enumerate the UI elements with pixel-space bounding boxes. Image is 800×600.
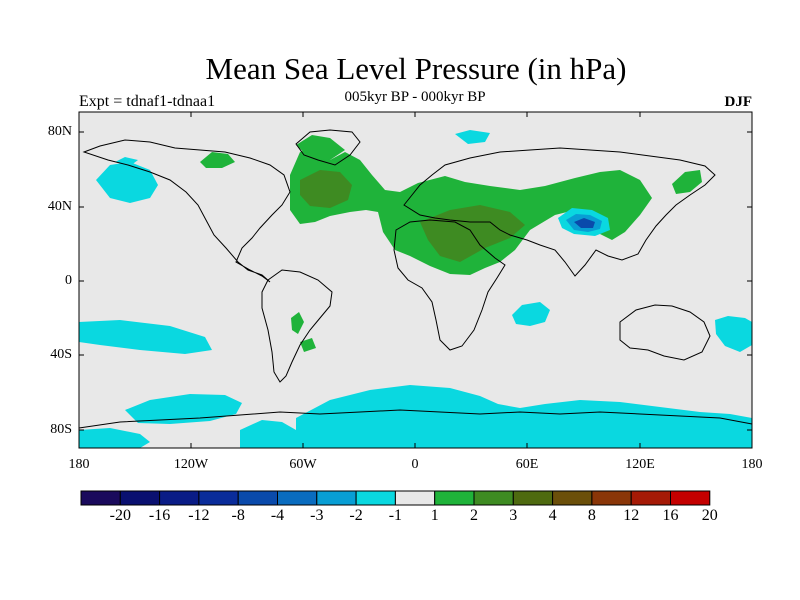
- colorbar-swatch: [80, 490, 121, 506]
- colorbar-swatch: [355, 490, 396, 506]
- colorbar-label: -16: [148, 507, 171, 524]
- negative-region-south-pacific: [79, 320, 212, 354]
- colorbar-swatch: [394, 490, 436, 506]
- colorbar-label: -12: [188, 507, 210, 524]
- colorbar-swatch: [630, 490, 672, 506]
- coastline-australia: [619, 304, 711, 361]
- positive-region-mid-1: [300, 170, 352, 208]
- colorbar-swatch: [434, 490, 475, 506]
- lon-label: 60E: [515, 457, 539, 472]
- negative-region-southern-ocean-2: [240, 420, 296, 448]
- negative-region-north-atlantic: [455, 130, 490, 144]
- coastline-europe-asia: [403, 147, 716, 277]
- lat-label: 0: [65, 273, 72, 288]
- colorbar-swatch: [159, 490, 200, 506]
- negative-region-indian-ocean: [512, 302, 550, 326]
- coastline-antarctica: [78, 409, 753, 429]
- colorbar-swatch: [473, 490, 514, 506]
- lon-label: 120E: [625, 457, 655, 472]
- colorbar-label: 16: [662, 507, 679, 524]
- season-label: DJF: [724, 94, 753, 110]
- coastlines: [78, 129, 753, 429]
- colorbar-swatch: [237, 490, 278, 506]
- experiment-label: Expt = tdnaf1-tdnaa1: [79, 93, 216, 110]
- negative-region-australia-east: [715, 316, 752, 352]
- colorbar-swatch: [277, 490, 318, 506]
- colorbar-label: 8: [587, 507, 596, 524]
- colorbar-label: 1: [430, 507, 439, 524]
- lon-ticks: [190, 112, 641, 448]
- negative-region-antarctica: [296, 385, 752, 448]
- colorbar-label: -2: [349, 507, 363, 524]
- lon-label: 0: [411, 457, 419, 472]
- colorbar-label: -3: [310, 507, 324, 524]
- negative-anomaly-regions: [79, 130, 752, 448]
- colorbar-label: 20: [701, 507, 718, 524]
- lat-label: 40N: [47, 199, 72, 214]
- colorbar-swatch: [512, 490, 554, 506]
- negative-region-north-pacific-small: [115, 157, 138, 166]
- coastline-north-america: [82, 139, 291, 283]
- colorbar-swatch: [198, 490, 239, 506]
- lat-label: 80S: [50, 422, 72, 437]
- lon-label: 180: [741, 457, 763, 472]
- page-title: Mean Sea Level Pressure (in hPa): [205, 51, 627, 86]
- colorbar-label: 3: [509, 507, 518, 524]
- positive-region-greenland: [296, 135, 345, 160]
- coastline-africa: [393, 219, 506, 351]
- positive-region-south-america-2: [300, 338, 316, 352]
- colorbar-label: -20: [109, 507, 131, 524]
- negative-region-southern-ocean-3: [79, 428, 150, 448]
- negative-region-southern-ocean-1: [125, 394, 242, 424]
- lon-label: 120W: [173, 457, 209, 472]
- colorbar-label: -8: [231, 507, 245, 524]
- colorbar: [80, 490, 711, 506]
- colorbar-swatch: [591, 490, 632, 506]
- colorbar-swatch: [119, 490, 161, 506]
- lon-label: 60W: [289, 457, 317, 472]
- colorbar-swatch: [670, 490, 711, 506]
- positive-region-arctic-canada: [200, 152, 235, 168]
- negative-region-north-pacific: [96, 162, 158, 203]
- colorbar-label: 4: [548, 507, 557, 524]
- lat-ticks: [79, 131, 752, 431]
- lon-label: 180: [68, 457, 90, 472]
- colorbar-label: 12: [623, 507, 640, 524]
- colorbar-label: -1: [388, 507, 403, 524]
- colorbar-swatch: [552, 490, 593, 506]
- colorbar-label: 2: [470, 507, 478, 524]
- colorbar-label: -4: [270, 507, 285, 524]
- lat-label: 80N: [47, 124, 72, 139]
- lat-label: 40S: [50, 347, 72, 362]
- positive-region-south-america: [291, 312, 304, 334]
- coastline-south-america: [261, 269, 333, 383]
- colorbar-swatch: [316, 490, 357, 506]
- coastline-greenland: [295, 129, 361, 166]
- subtitle: 005kyr BP - 000kyr BP: [344, 89, 486, 105]
- negative-region-tibet-dark: [574, 218, 595, 228]
- positive-region-far-east: [672, 170, 702, 194]
